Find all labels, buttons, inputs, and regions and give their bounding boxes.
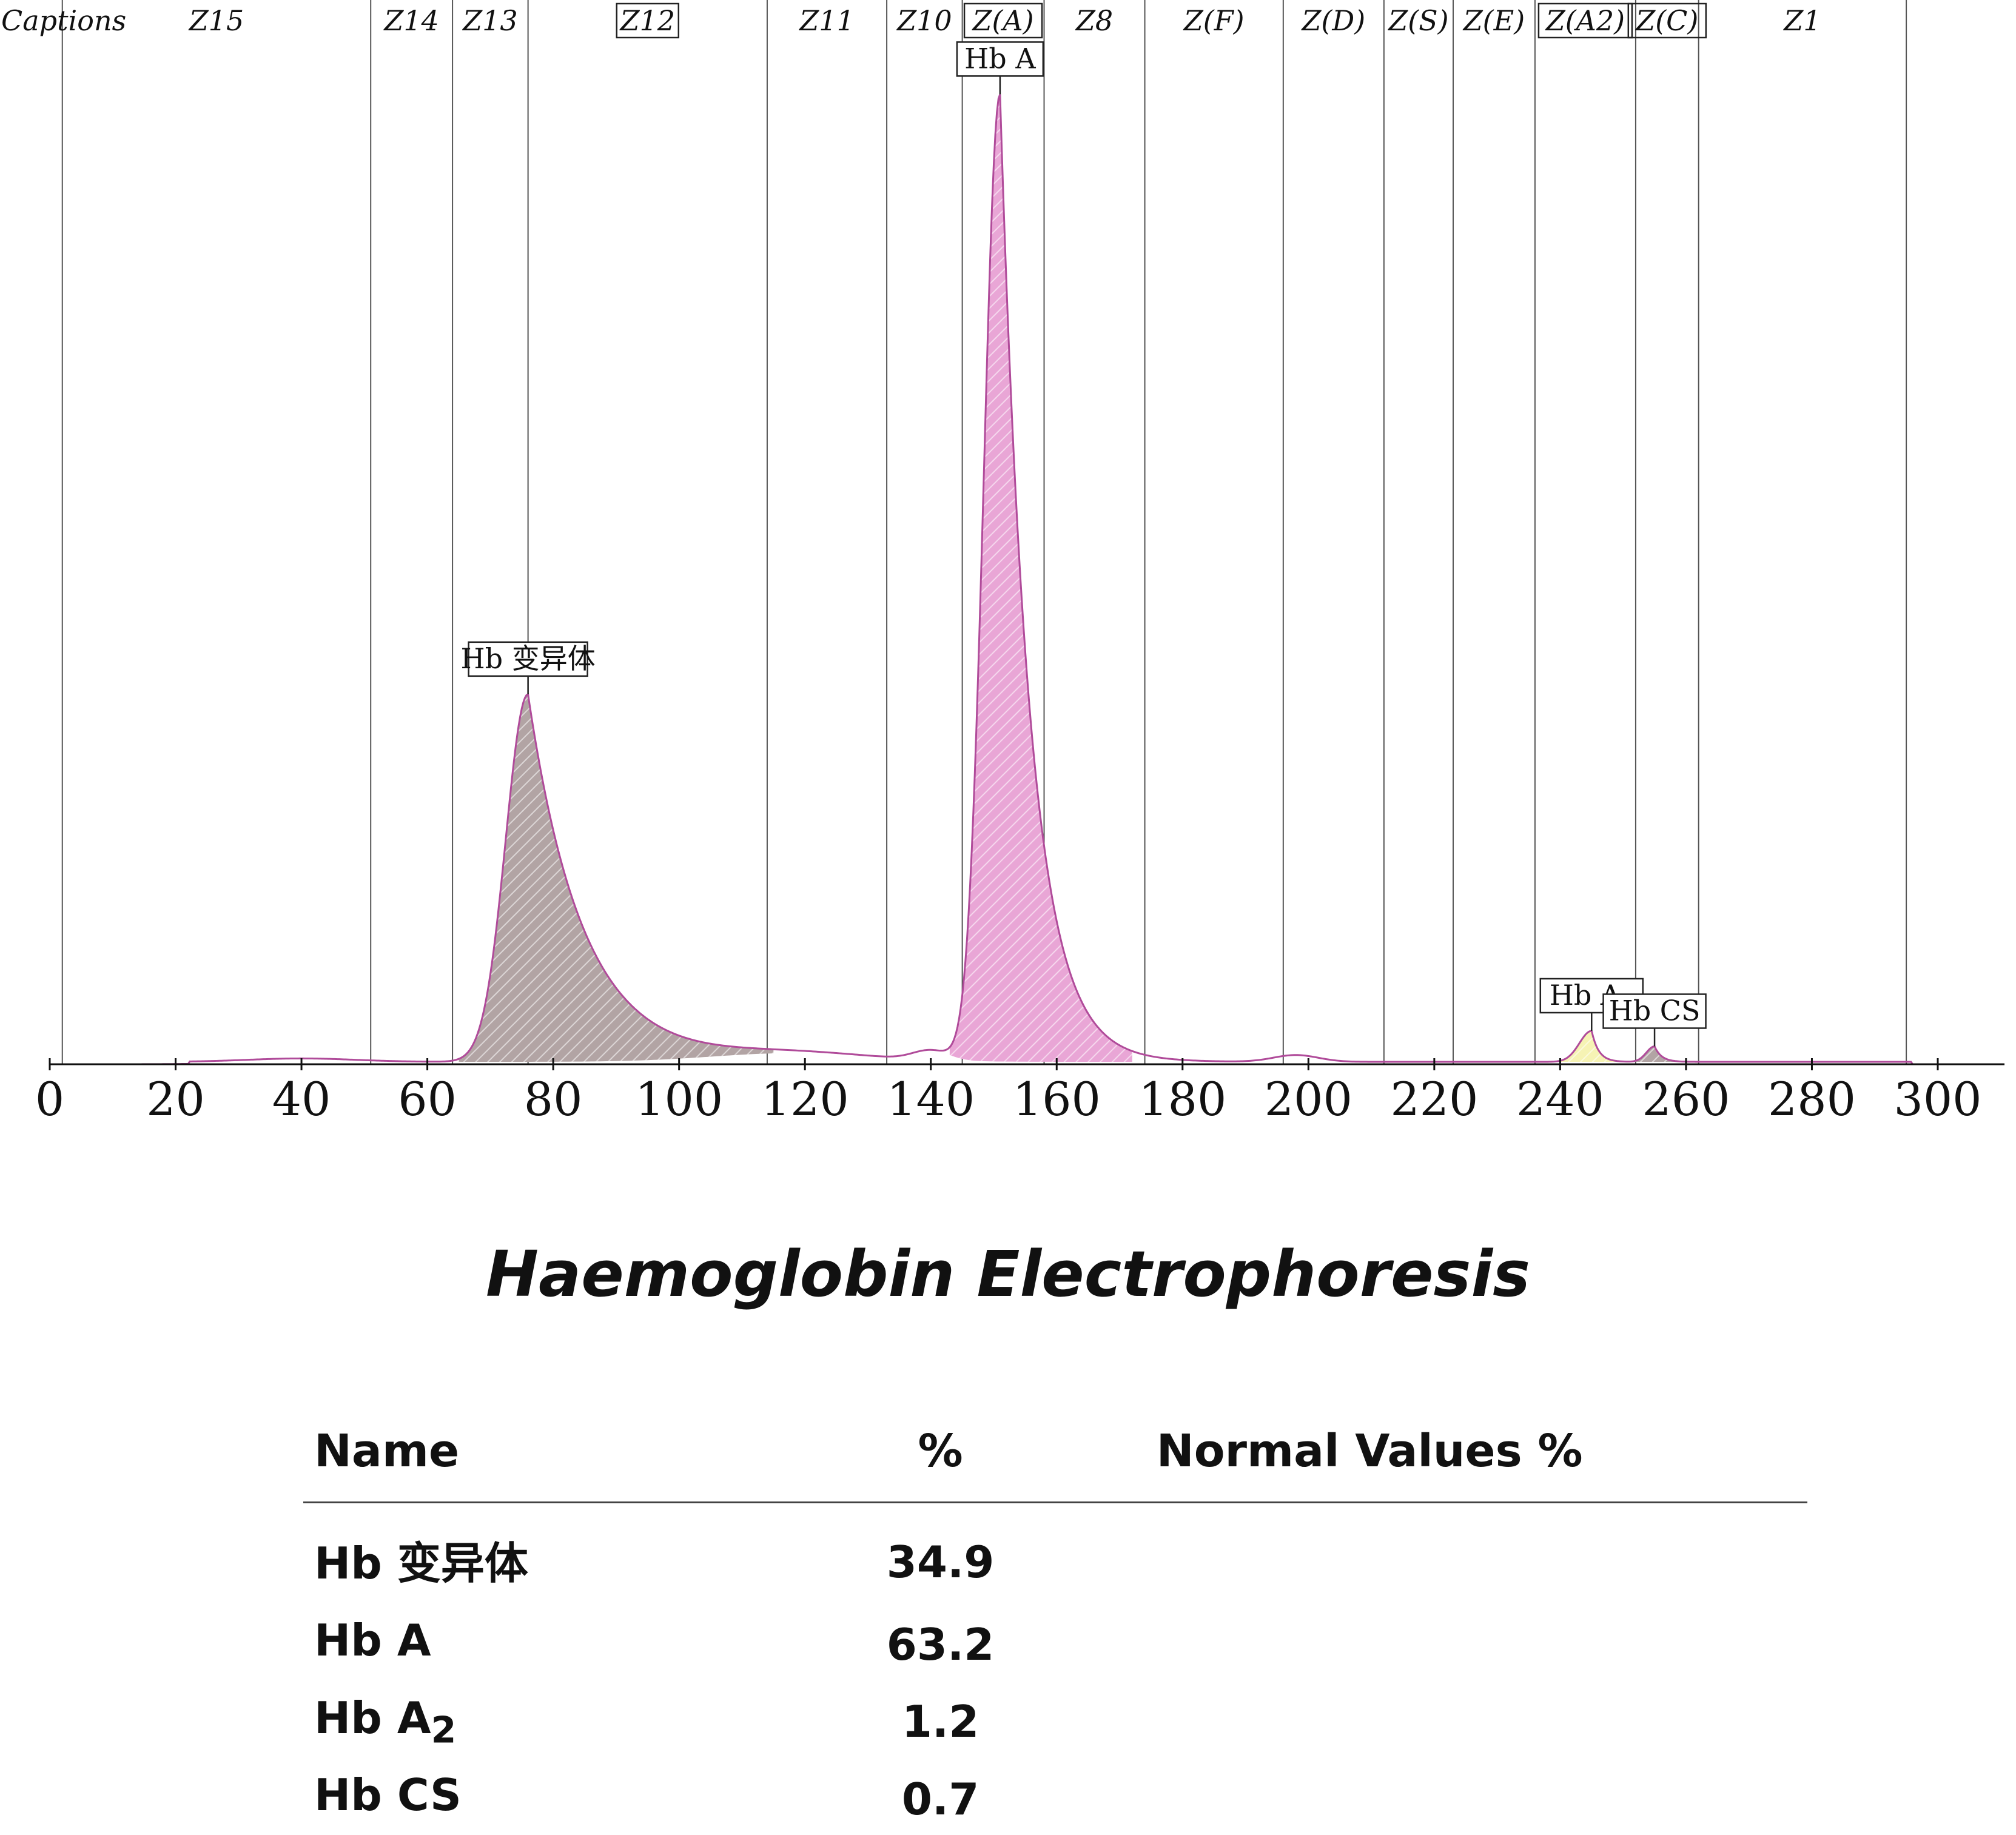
row-normal bbox=[1146, 1503, 1807, 1603]
zone-label-box bbox=[963, 2, 1043, 39]
x-tick-label: 300 bbox=[1893, 1072, 1981, 1126]
row-name: Hb 变异体 bbox=[314, 1538, 528, 1589]
zone-label: Z(A) bbox=[972, 4, 1034, 37]
x-tick-label: 80 bbox=[524, 1072, 583, 1126]
x-tick-label: 260 bbox=[1642, 1072, 1730, 1126]
x-tick-label: 0 bbox=[35, 1072, 64, 1126]
row-normal bbox=[1146, 1603, 1807, 1680]
zone-label: Z12 bbox=[619, 4, 676, 37]
x-tick-label: 220 bbox=[1390, 1072, 1478, 1126]
table-header-row: Name % Normal Values % bbox=[303, 1425, 1807, 1503]
zone-label: Z(E) bbox=[1462, 4, 1525, 37]
zone-label: Z(S) bbox=[1387, 4, 1448, 37]
x-tick-label: 180 bbox=[1138, 1072, 1226, 1126]
header-name: Name bbox=[314, 1425, 460, 1477]
x-tick-label: 40 bbox=[272, 1072, 331, 1126]
peak-label-box bbox=[1602, 993, 1707, 1029]
row-percent: 1.2 bbox=[901, 1696, 979, 1748]
zone-label: Z15 bbox=[188, 4, 244, 37]
x-tick-label: 100 bbox=[635, 1072, 723, 1126]
peak-label: Hb 变异体 bbox=[461, 642, 596, 675]
captions-header: Captions bbox=[1, 4, 126, 37]
zone-label: Z11 bbox=[798, 4, 855, 37]
zone-label: Z1 bbox=[1782, 4, 1821, 37]
x-tick-label: 20 bbox=[146, 1072, 205, 1126]
row-name: Hb CS bbox=[314, 1770, 462, 1821]
peak-label: Hb A bbox=[964, 42, 1036, 75]
electrophoresis-chart: Captions Z15 Z14 Z13 Z12 Z11 Z10 Z(A) Z8 Z(F) Z(D)… bbox=[1, 0, 2004, 1126]
row-normal bbox=[1146, 1680, 1807, 1757]
zone-label: Z8 bbox=[1075, 4, 1113, 37]
zone-label-box bbox=[616, 2, 680, 39]
x-tick-label: 240 bbox=[1516, 1072, 1604, 1126]
peak-label-box bbox=[956, 41, 1044, 77]
peak-hatch bbox=[949, 94, 1132, 1062]
row-percent: 34.9 bbox=[886, 1537, 995, 1588]
header-normal-values: Normal Values % bbox=[1156, 1425, 1583, 1477]
x-tick-label: 200 bbox=[1265, 1072, 1352, 1126]
x-tick-label: 60 bbox=[398, 1072, 457, 1126]
zone-label: Z(D) bbox=[1300, 4, 1365, 37]
zone-label: Z(C) bbox=[1635, 4, 1698, 37]
results-table: Name % Normal Values % Hb 变异体 34.9 Hb A … bbox=[303, 1425, 1807, 1835]
x-tick-label: 140 bbox=[887, 1072, 975, 1126]
x-tick-label: 160 bbox=[1013, 1072, 1101, 1126]
chart-title: Haemoglobin Electrophoresis bbox=[486, 1237, 1530, 1311]
row-percent: 63.2 bbox=[886, 1619, 995, 1671]
row-normal bbox=[1146, 1757, 1807, 1834]
zone-label: Z14 bbox=[383, 4, 439, 37]
zone-label: Z10 bbox=[896, 4, 952, 37]
row-percent: 0.7 bbox=[901, 1773, 979, 1825]
header-percent: % bbox=[918, 1425, 963, 1477]
row-name: Hb A2 bbox=[314, 1692, 457, 1752]
peak-hatch bbox=[1554, 1030, 1624, 1062]
x-tick-label: 120 bbox=[761, 1072, 849, 1126]
zone-label-box bbox=[1627, 2, 1707, 39]
zone-label-box bbox=[1537, 2, 1633, 39]
zone-label: Z(F) bbox=[1183, 4, 1245, 37]
table-row: Hb A2 1.2 bbox=[303, 1680, 1807, 1757]
peak-hatch bbox=[1629, 1046, 1686, 1062]
zone-label: Z(A2) bbox=[1545, 4, 1625, 37]
table-row: Hb CS 0.7 bbox=[303, 1757, 1807, 1834]
zone-label: Z13 bbox=[462, 4, 518, 37]
x-tick-label: 280 bbox=[1768, 1072, 1856, 1126]
row-name: Hb A bbox=[314, 1615, 431, 1666]
signal-curve bbox=[50, 93, 1938, 1065]
table-row: Hb A 63.2 bbox=[303, 1603, 1807, 1680]
peak-label-box bbox=[468, 641, 588, 677]
peak-label: Hb CS bbox=[1609, 994, 1701, 1027]
peak-hatch bbox=[459, 694, 774, 1062]
table-row: Hb 变异体 34.9 bbox=[303, 1503, 1807, 1603]
